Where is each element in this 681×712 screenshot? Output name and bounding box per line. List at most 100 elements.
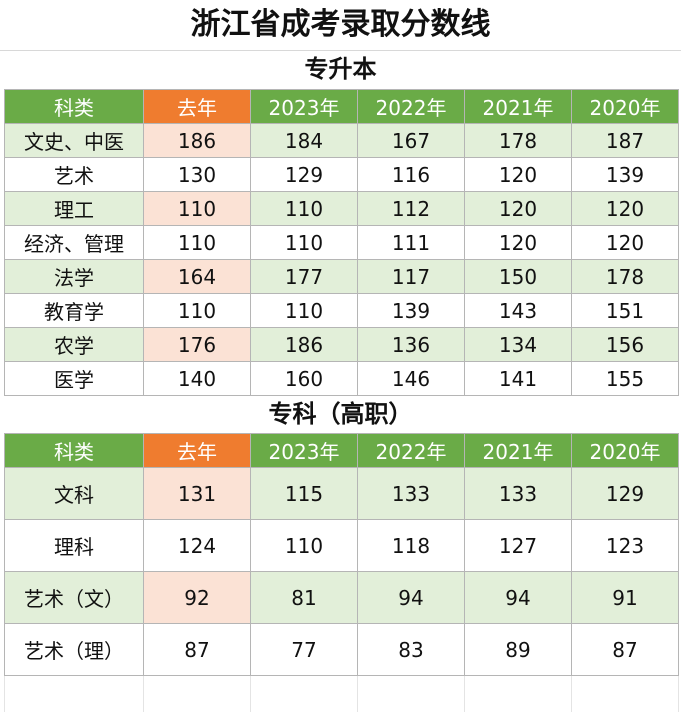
vocational-score-table: 科类 去年 2023年 2022年 2021年 2020年 文科 131 115…	[4, 433, 679, 712]
score-cell: 117	[357, 259, 465, 294]
empty-cell	[4, 675, 144, 712]
score-cell: 130	[143, 157, 251, 192]
score-cell: 187	[571, 123, 679, 158]
score-cell: 141	[464, 361, 572, 396]
score-cell: 133	[357, 467, 465, 520]
empty-cell	[357, 675, 465, 712]
table-row: 理工 110 110 112 120 120	[4, 191, 679, 226]
score-cell: 131	[143, 467, 251, 520]
score-cell: 127	[464, 519, 572, 572]
header-year: 2020年	[571, 89, 679, 124]
category-cell: 艺术（文）	[4, 571, 144, 624]
score-cell: 110	[143, 191, 251, 226]
score-cell: 146	[357, 361, 465, 396]
category-cell: 法学	[4, 259, 144, 294]
category-cell: 理工	[4, 191, 144, 226]
score-cell: 110	[250, 293, 358, 328]
score-cell: 87	[571, 623, 679, 676]
empty-cell	[464, 675, 572, 712]
table-row: 农学 176 186 136 134 156	[4, 327, 679, 362]
score-cell: 92	[143, 571, 251, 624]
score-cell: 87	[143, 623, 251, 676]
table-row: 理科 124 110 118 127 123	[4, 519, 679, 572]
header-year: 2020年	[571, 433, 679, 468]
score-cell: 110	[250, 191, 358, 226]
score-cell: 164	[143, 259, 251, 294]
score-cell: 186	[143, 123, 251, 158]
score-cell: 167	[357, 123, 465, 158]
score-cell: 156	[571, 327, 679, 362]
score-cell: 110	[250, 519, 358, 572]
header-category: 科类	[4, 433, 144, 468]
score-cell: 120	[464, 157, 572, 192]
score-cell: 110	[250, 225, 358, 260]
score-cell: 116	[357, 157, 465, 192]
score-cell: 178	[571, 259, 679, 294]
section-title-upgrade: 专升本	[304, 55, 377, 83]
score-cell: 143	[464, 293, 572, 328]
score-cell: 184	[250, 123, 358, 158]
score-cell: 134	[464, 327, 572, 362]
score-cell: 112	[357, 191, 465, 226]
header-year: 2023年	[250, 433, 358, 468]
category-cell: 文科	[4, 467, 144, 520]
score-cell: 123	[571, 519, 679, 572]
table-row: 医学 140 160 146 141 155	[4, 361, 679, 396]
score-cell: 133	[464, 467, 572, 520]
header-year: 2021年	[464, 89, 572, 124]
header-last-year: 去年	[143, 433, 251, 468]
score-cell: 94	[464, 571, 572, 624]
header-year: 2022年	[357, 433, 465, 468]
score-cell: 176	[143, 327, 251, 362]
category-cell: 经济、管理	[4, 225, 144, 260]
table-row: 经济、管理 110 110 111 120 120	[4, 225, 679, 260]
category-cell: 理科	[4, 519, 144, 572]
category-cell: 农学	[4, 327, 144, 362]
category-cell: 教育学	[4, 293, 144, 328]
score-cell: 124	[143, 519, 251, 572]
score-cell: 129	[571, 467, 679, 520]
score-cell: 150	[464, 259, 572, 294]
score-cell: 129	[250, 157, 358, 192]
score-cell: 178	[464, 123, 572, 158]
score-cell: 120	[464, 191, 572, 226]
empty-cell	[143, 675, 251, 712]
score-cell: 136	[357, 327, 465, 362]
score-cell: 140	[143, 361, 251, 396]
upgrade-score-table: 科类 去年 2023年 2022年 2021年 2020年 文史、中医 186 …	[4, 89, 679, 396]
score-cell: 111	[357, 225, 465, 260]
score-cell: 120	[571, 225, 679, 260]
header-category: 科类	[4, 89, 144, 124]
score-cell: 186	[250, 327, 358, 362]
score-cell: 120	[464, 225, 572, 260]
score-cell: 83	[357, 623, 465, 676]
table-header-row: 科类 去年 2023年 2022年 2021年 2020年	[4, 433, 679, 468]
table-row: 艺术 130 129 116 120 139	[4, 157, 679, 192]
header-year: 2023年	[250, 89, 358, 124]
score-cell: 110	[143, 225, 251, 260]
score-cell: 151	[571, 293, 679, 328]
table-row: 文科 131 115 133 133 129	[4, 467, 679, 520]
page-title: 浙江省成考录取分数线	[0, 0, 681, 51]
score-cell: 177	[250, 259, 358, 294]
category-cell: 艺术（理）	[4, 623, 144, 676]
score-cell: 77	[250, 623, 358, 676]
score-cell: 91	[571, 571, 679, 624]
category-cell: 医学	[4, 361, 144, 396]
score-cell: 115	[250, 467, 358, 520]
section-title-vocational: 专科（高职）	[268, 400, 413, 428]
score-cell: 81	[250, 571, 358, 624]
score-cell: 94	[357, 571, 465, 624]
empty-row	[4, 675, 679, 712]
table-row: 教育学 110 110 139 143 151	[4, 293, 679, 328]
score-cell: 120	[571, 191, 679, 226]
category-cell: 艺术	[4, 157, 144, 192]
score-cell: 118	[357, 519, 465, 572]
header-year: 2022年	[357, 89, 465, 124]
score-cell: 139	[571, 157, 679, 192]
score-cell: 89	[464, 623, 572, 676]
category-cell: 文史、中医	[4, 123, 144, 158]
table-row: 艺术（理） 87 77 83 89 87	[4, 623, 679, 676]
score-cell: 139	[357, 293, 465, 328]
